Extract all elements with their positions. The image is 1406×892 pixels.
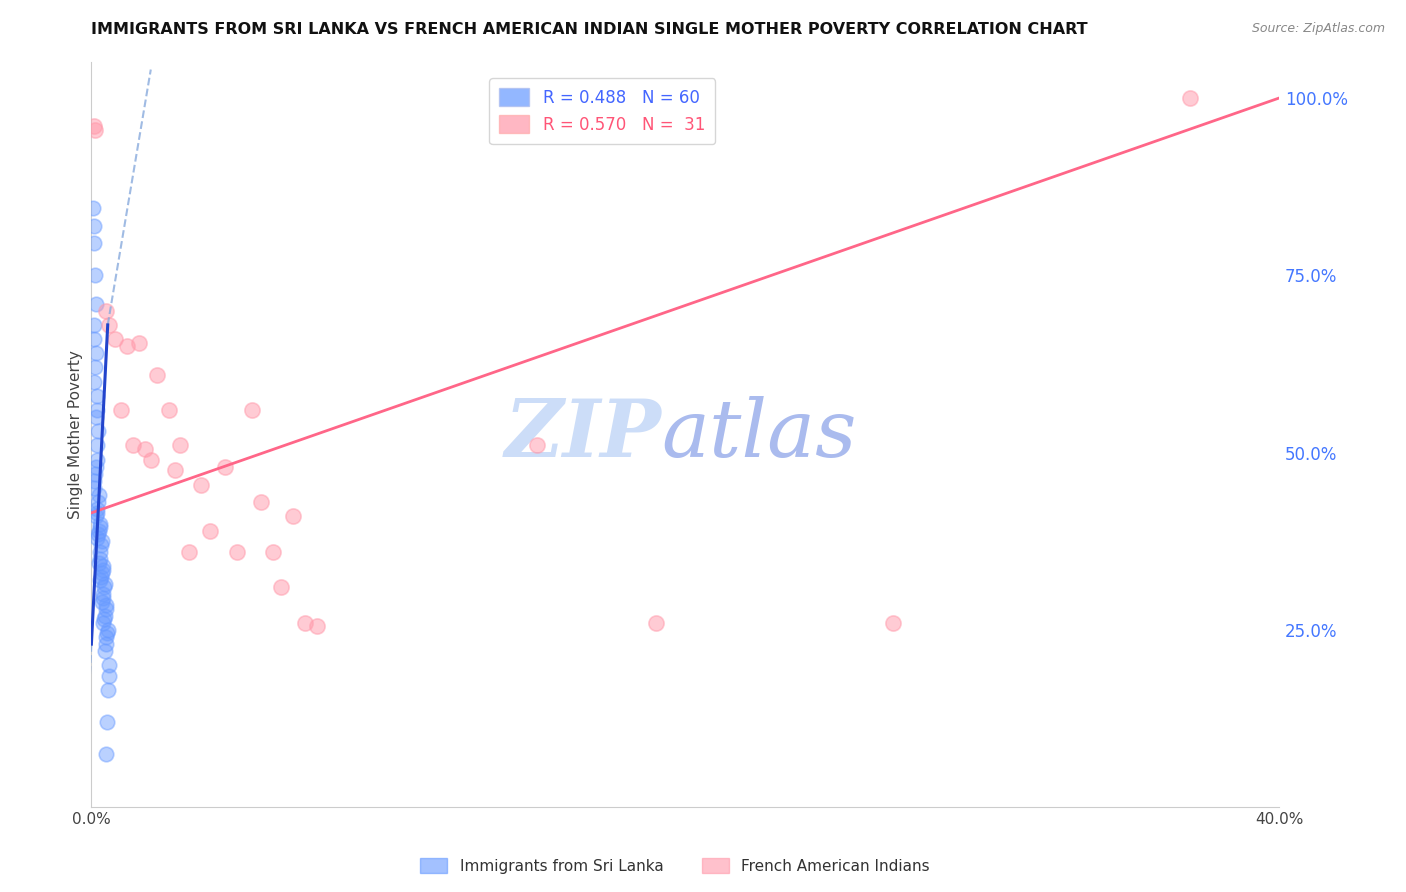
Point (89, 516, 111, 531)
Point (84, 410, 107, 425)
Point (110, 403, 132, 417)
Point (214, 459, 236, 474)
Point (94, 577, 117, 591)
Point (83, 481, 105, 495)
Point (89, 574, 111, 588)
Point (90, 538, 112, 552)
Point (98, 318, 121, 332)
Point (86, 452, 108, 467)
Point (91, 591, 114, 605)
Point (163, 463, 186, 477)
Point (526, 438, 548, 452)
Point (83, 332, 105, 346)
Point (179, 545, 201, 559)
Point (86, 389, 108, 403)
Point (307, 619, 329, 633)
Point (200, 524, 222, 538)
Point (139, 452, 162, 467)
Point (84, 268, 107, 283)
Point (86, 502, 108, 516)
Point (91, 563, 114, 577)
Point (89, 552, 111, 566)
Point (82, 201, 104, 215)
Point (87, 527, 110, 541)
Point (122, 438, 145, 452)
Point (882, 615, 904, 630)
Point (84, 360, 107, 375)
Point (83, 120, 105, 134)
Point (84, 296, 107, 310)
Point (91, 587, 114, 601)
Point (83, 375, 105, 389)
Point (270, 580, 292, 594)
Point (86, 531, 108, 545)
Point (96, 303, 118, 318)
Point (240, 403, 263, 417)
Point (98, 658, 121, 673)
Point (226, 545, 249, 559)
Point (90, 566, 112, 581)
Point (128, 335, 150, 350)
Point (190, 477, 212, 491)
Text: IMMIGRANTS FROM SRI LANKA VS FRENCH AMERICAN INDIAN SINGLE MOTHER POVERTY CORREL: IMMIGRANTS FROM SRI LANKA VS FRENCH AMER… (91, 22, 1088, 37)
Point (96, 598, 118, 612)
Point (145, 368, 167, 382)
Point (644, 615, 666, 630)
Point (87, 524, 110, 538)
Point (84, 123, 107, 137)
Legend: R = 0.488   N = 60, R = 0.570   N =  31: R = 0.488 N = 60, R = 0.570 N = 31 (489, 78, 716, 144)
Point (96, 715, 118, 730)
Point (283, 509, 305, 524)
Point (97, 669, 120, 683)
Point (91, 615, 114, 630)
Text: atlas: atlas (662, 396, 858, 474)
Point (84, 509, 107, 524)
Point (86, 506, 108, 520)
Point (94, 608, 117, 623)
Point (86, 438, 108, 452)
Point (90, 570, 112, 584)
Point (84, 467, 107, 481)
Point (86, 403, 108, 417)
Point (157, 403, 180, 417)
Point (1180, 91, 1202, 105)
Point (87, 488, 110, 502)
Text: ZIP: ZIP (505, 396, 662, 474)
Point (262, 545, 284, 559)
Point (87, 556, 110, 570)
Point (84, 346, 107, 360)
Point (87, 425, 110, 439)
Y-axis label: Single Mother Poverty: Single Mother Poverty (67, 351, 83, 519)
Point (90, 534, 112, 549)
Point (89, 520, 111, 534)
Point (169, 438, 191, 452)
Point (104, 332, 127, 346)
Point (89, 545, 111, 559)
Point (94, 601, 117, 615)
Point (90, 594, 112, 608)
Point (91, 559, 114, 574)
Point (83, 236, 105, 251)
Point (83, 219, 105, 233)
Point (249, 495, 271, 509)
Point (93, 612, 115, 626)
Point (94, 644, 117, 658)
Point (84, 459, 107, 474)
Text: Source: ZipAtlas.com: Source: ZipAtlas.com (1251, 22, 1385, 36)
Point (115, 339, 138, 353)
Point (294, 615, 316, 630)
Point (87, 495, 110, 509)
Point (134, 442, 156, 456)
Point (97, 623, 120, 637)
Point (96, 630, 118, 644)
Point (96, 626, 118, 640)
Point (83, 318, 105, 332)
Point (97, 683, 120, 698)
Legend: Immigrants from Sri Lanka, French American Indians: Immigrants from Sri Lanka, French Americ… (413, 852, 936, 880)
Point (83, 474, 105, 488)
Point (93, 580, 115, 594)
Point (94, 637, 117, 651)
Point (96, 747, 118, 761)
